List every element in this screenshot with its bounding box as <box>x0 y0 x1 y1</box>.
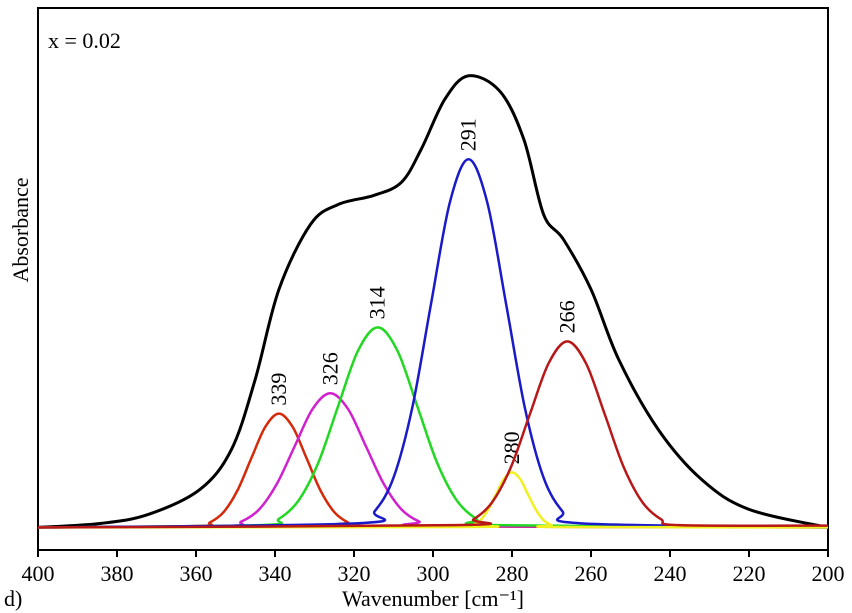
x-tick-label: 380 <box>101 561 134 586</box>
x-tick-label: 260 <box>575 561 608 586</box>
spectrum-line <box>37 392 829 529</box>
x-tick-label: 240 <box>654 561 687 586</box>
spectrum-line <box>37 471 829 529</box>
plot-frame <box>37 7 829 551</box>
peak-label: 280 <box>499 431 524 464</box>
peak-label: 314 <box>365 286 390 319</box>
spectrum-line <box>37 326 829 529</box>
x-tick-label: 280 <box>496 561 529 586</box>
x-axis-label: Wavenumber [cm⁻¹] <box>342 586 524 611</box>
panel-label: d) <box>4 586 22 611</box>
x-tick-label: 300 <box>417 561 450 586</box>
x-tick-label: 200 <box>812 561 845 586</box>
y-axis-label: Absorbance <box>8 177 33 282</box>
spectrum-line <box>37 340 829 529</box>
spectrum-line <box>37 74 829 529</box>
spectrum-line <box>37 158 829 529</box>
peak-label: 339 <box>266 373 291 406</box>
x-tick-label: 340 <box>259 561 292 586</box>
peak-label: 326 <box>317 352 342 385</box>
x-tick-label: 400 <box>22 561 55 586</box>
x-tick-label: 320 <box>338 561 371 586</box>
peak-label: 291 <box>456 118 481 151</box>
annotation: x = 0.02 <box>48 28 121 53</box>
peak-label: 266 <box>554 300 579 333</box>
x-tick-label: 360 <box>180 561 213 586</box>
x-tick-label: 220 <box>733 561 766 586</box>
